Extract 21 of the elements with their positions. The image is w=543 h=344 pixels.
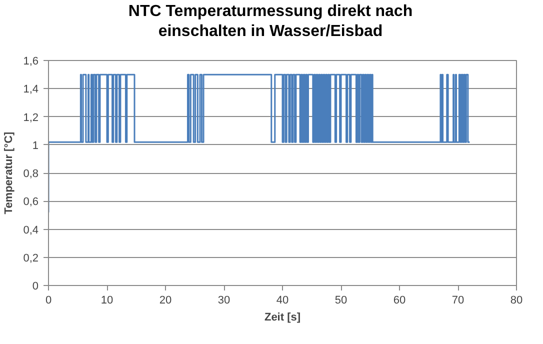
x-tick-label: 30 <box>218 294 230 306</box>
x-tick-label: 50 <box>334 294 348 306</box>
y-tick-label: 0,6 <box>23 196 39 208</box>
x-axis-title: Zeit [s] <box>264 312 301 324</box>
chart-title: NTC Temperaturmessung direkt nach einschalten in Wasser/Eisbad <box>127 2 414 42</box>
x-tick-label: 70 <box>452 294 464 306</box>
x-tick-label: 10 <box>100 294 114 306</box>
x-tick-label: 80 <box>510 294 523 306</box>
y-tick-label: 1,6 <box>23 56 39 68</box>
y-tick-label: 1,4 <box>23 84 39 96</box>
x-tick-label: 40 <box>276 294 289 306</box>
x-tick-label: 60 <box>393 294 406 306</box>
y-tick-label: 1 <box>32 140 39 152</box>
x-tick-label: 0 <box>45 294 52 306</box>
x-tick-label: 20 <box>159 294 172 306</box>
y-tick-label: 0,8 <box>23 168 39 180</box>
y-tick-label: 0,2 <box>23 252 39 264</box>
y-tick-label: 0 <box>32 280 39 292</box>
y-axis-title: Temperatur [°C] <box>3 131 16 214</box>
y-tick-label: 0,4 <box>23 224 39 236</box>
y-tick-label: 1,2 <box>23 112 39 124</box>
